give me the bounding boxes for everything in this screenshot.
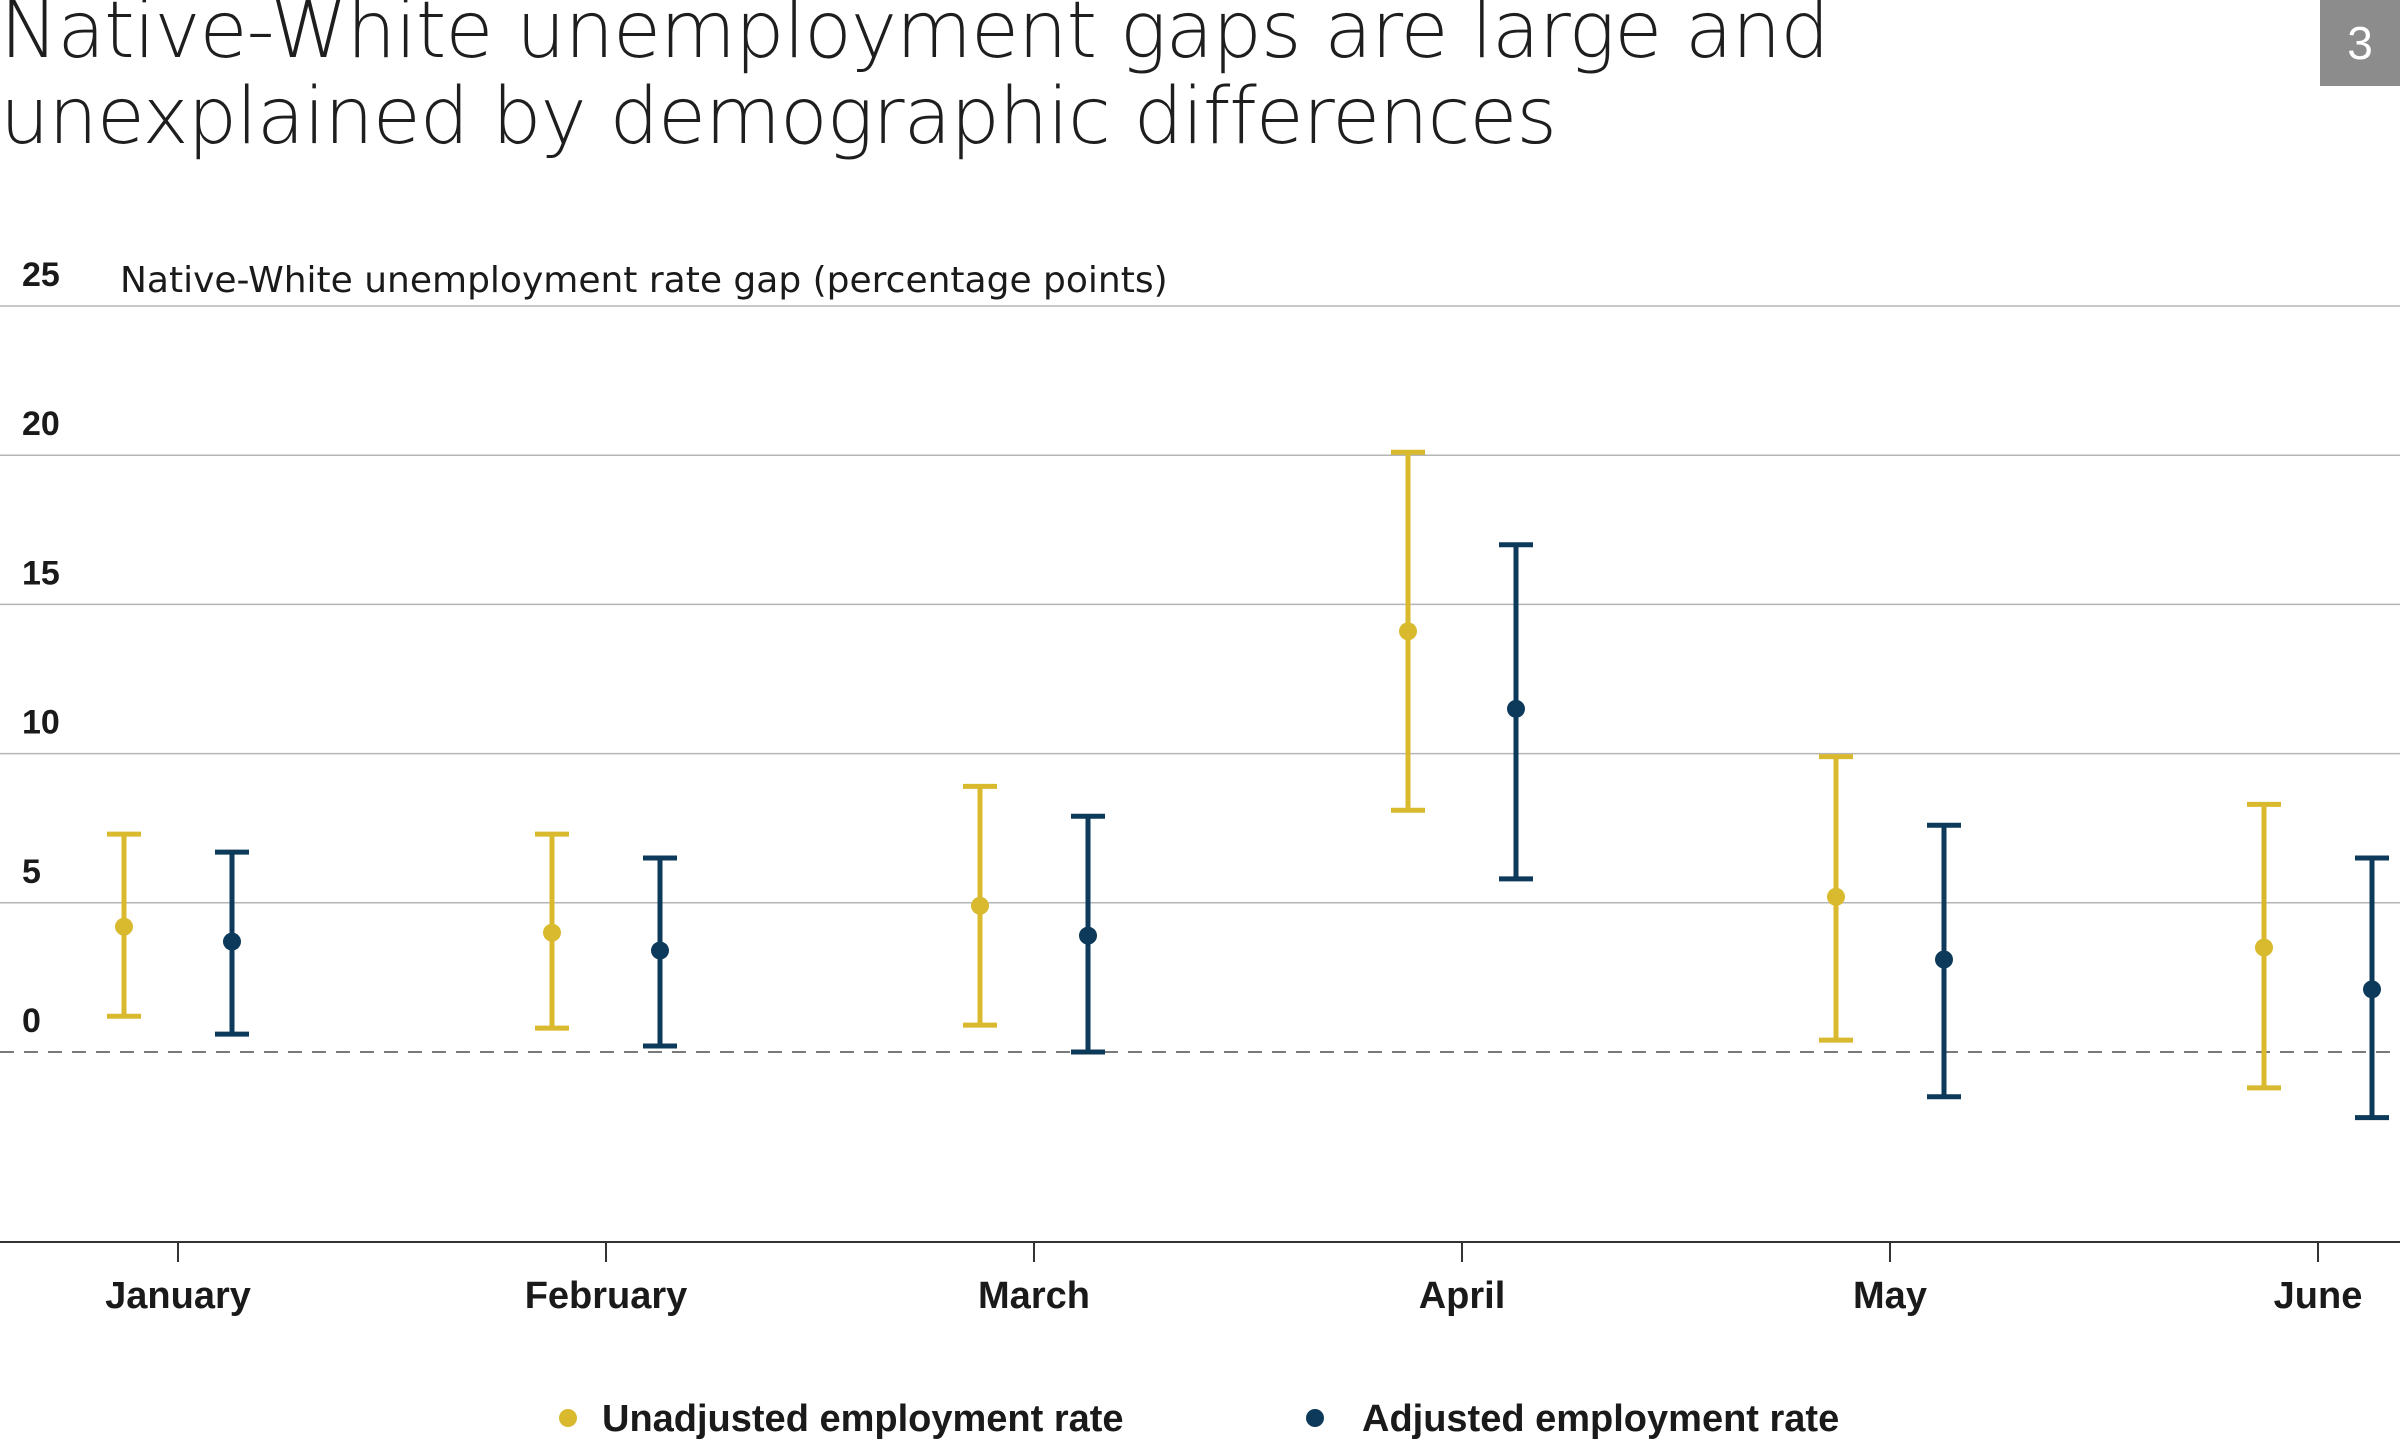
data-point [1507, 699, 1525, 718]
y-tick-labels: 0 5 10 15 20 25 [22, 256, 60, 1040]
x-tick-label: February [525, 1275, 688, 1317]
legend: Unadjusted employment rate Adjusted emplo… [559, 1398, 1839, 1440]
x-tick-label: January [105, 1275, 251, 1317]
legend-label: Adjusted employment rate [1362, 1398, 1839, 1440]
data-point [543, 923, 561, 942]
series-adjusted [215, 542, 2389, 1121]
y-tick-label: 10 [22, 704, 60, 742]
legend-swatch [559, 1409, 577, 1427]
data-point [1079, 926, 1097, 945]
y-tick-label: 5 [22, 853, 41, 891]
data-point [115, 917, 133, 936]
y-tick-label: 20 [22, 405, 60, 443]
data-point [1399, 622, 1417, 641]
data-point [651, 941, 669, 960]
y-tick-label: 15 [22, 554, 60, 592]
y-tick-label: 0 [22, 1002, 41, 1040]
page-number-badge: 3 [2320, 0, 2400, 86]
gridlines [0, 305, 2400, 1054]
legend-swatch [1306, 1409, 1324, 1427]
y-axis-label: Native-White unemployment rate gap (perc… [120, 260, 1168, 301]
x-tick-label: April [1419, 1275, 1506, 1317]
x-tick-label: March [978, 1275, 1090, 1317]
legend-label: Unadjusted employment rate [602, 1398, 1124, 1440]
x-tick-label: May [1853, 1275, 1927, 1317]
data-point [223, 932, 241, 951]
x-tick-label: June [2274, 1275, 2363, 1317]
data-point [2255, 938, 2273, 957]
data-point [971, 896, 989, 915]
y-tick-label: 25 [22, 256, 60, 294]
x-axis: January February March April May June [0, 1241, 2400, 1317]
data-point [2363, 980, 2381, 999]
data-point [1827, 887, 1845, 906]
series [107, 449, 2389, 1121]
data-point [1935, 950, 1953, 969]
page-title: Native-White unemployment gaps are large… [0, 0, 1830, 162]
series-unadjusted [107, 449, 2281, 1091]
